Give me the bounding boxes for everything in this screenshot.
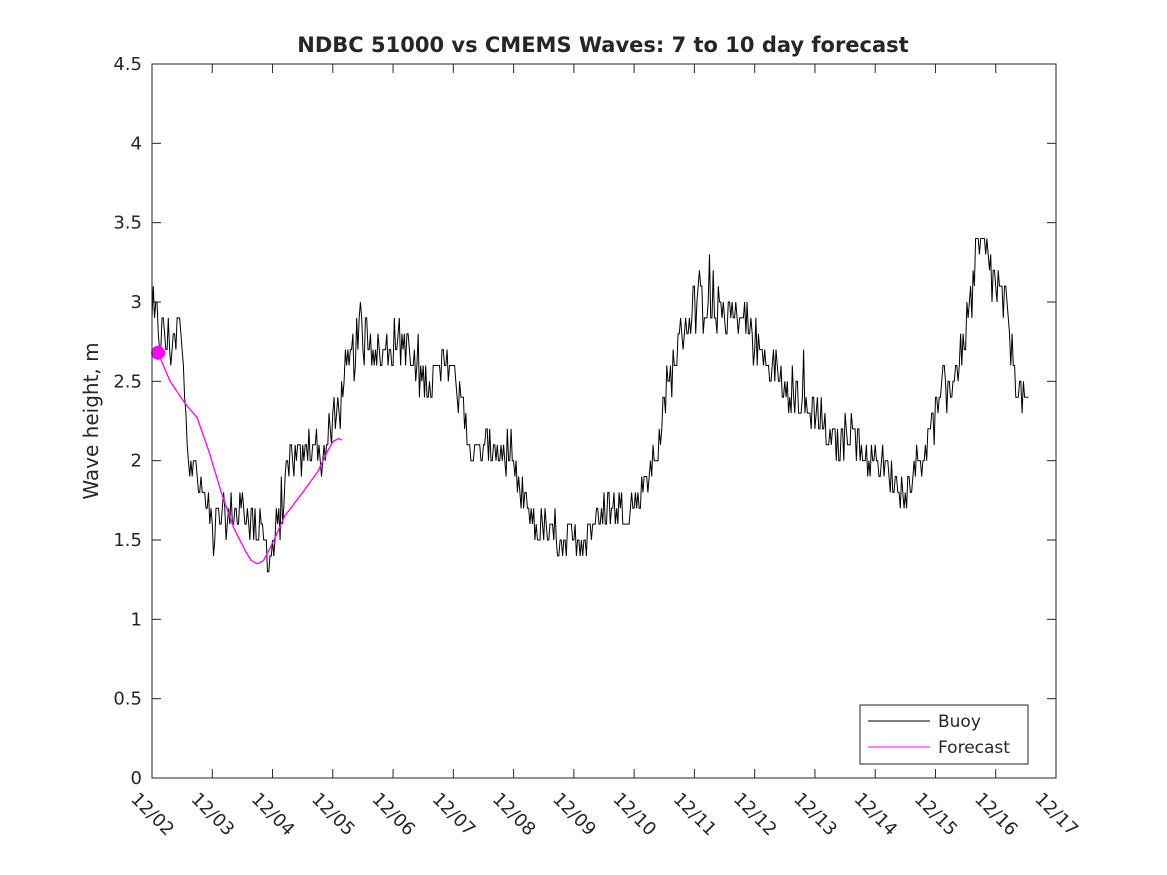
- x-tick-label: 12/12: [729, 789, 781, 841]
- y-tick-label: 2: [131, 451, 142, 472]
- y-tick-label: 4: [131, 133, 142, 154]
- x-tick-label: 12/09: [548, 789, 600, 841]
- x-tick-label: 12/14: [850, 789, 902, 841]
- x-tick-label: 12/02: [126, 789, 178, 841]
- y-tick-label: 0: [131, 768, 142, 789]
- forecast-start-marker: [151, 345, 166, 360]
- x-tick-label: 12/06: [368, 789, 420, 841]
- legend-forecast-label: Forecast: [938, 738, 1010, 758]
- x-tick-label: 12/07: [428, 789, 480, 841]
- x-tick-label: 12/08: [488, 789, 540, 841]
- plot-frame: [151, 63, 1057, 779]
- y-tick-label: 1: [131, 609, 142, 630]
- x-tick-label: 12/13: [789, 789, 841, 841]
- y-tick-label: 4.5: [113, 54, 142, 75]
- y-tick-label: 3: [131, 292, 142, 313]
- plot-area: [152, 64, 1056, 778]
- x-tick-label: 12/17: [1030, 789, 1082, 841]
- x-tick-label: 12/03: [187, 789, 239, 841]
- x-tick-label: 12/16: [970, 789, 1022, 841]
- legend: Buoy Forecast: [859, 704, 1029, 765]
- y-axis-label: Wave height, m: [79, 342, 103, 499]
- y-tick-label: 1.5: [113, 530, 142, 551]
- x-tick-label: 12/04: [247, 789, 299, 841]
- x-tick-label: 12/05: [307, 789, 359, 841]
- y-tick-label: 0.5: [113, 689, 142, 710]
- series-layer: [151, 238, 1029, 573]
- y-axis-ticks: 0 0.5 1 1.5 2 2.5 3 3.5 4 4.5: [113, 54, 1056, 789]
- x-tick-label: 12/10: [609, 789, 661, 841]
- series-buoy-line: [151, 238, 1029, 573]
- legend-buoy-label: Buoy: [938, 712, 981, 732]
- x-tick-label: 12/15: [910, 789, 962, 841]
- y-tick-label: 3.5: [113, 213, 142, 234]
- x-tick-label: 12/11: [669, 789, 721, 841]
- legend-box: [859, 704, 1029, 765]
- y-tick-label: 2.5: [113, 371, 142, 392]
- chart-title: NDBC 51000 vs CMEMS Waves: 7 to 10 day f…: [297, 33, 908, 57]
- series-forecast-line: [157, 352, 343, 565]
